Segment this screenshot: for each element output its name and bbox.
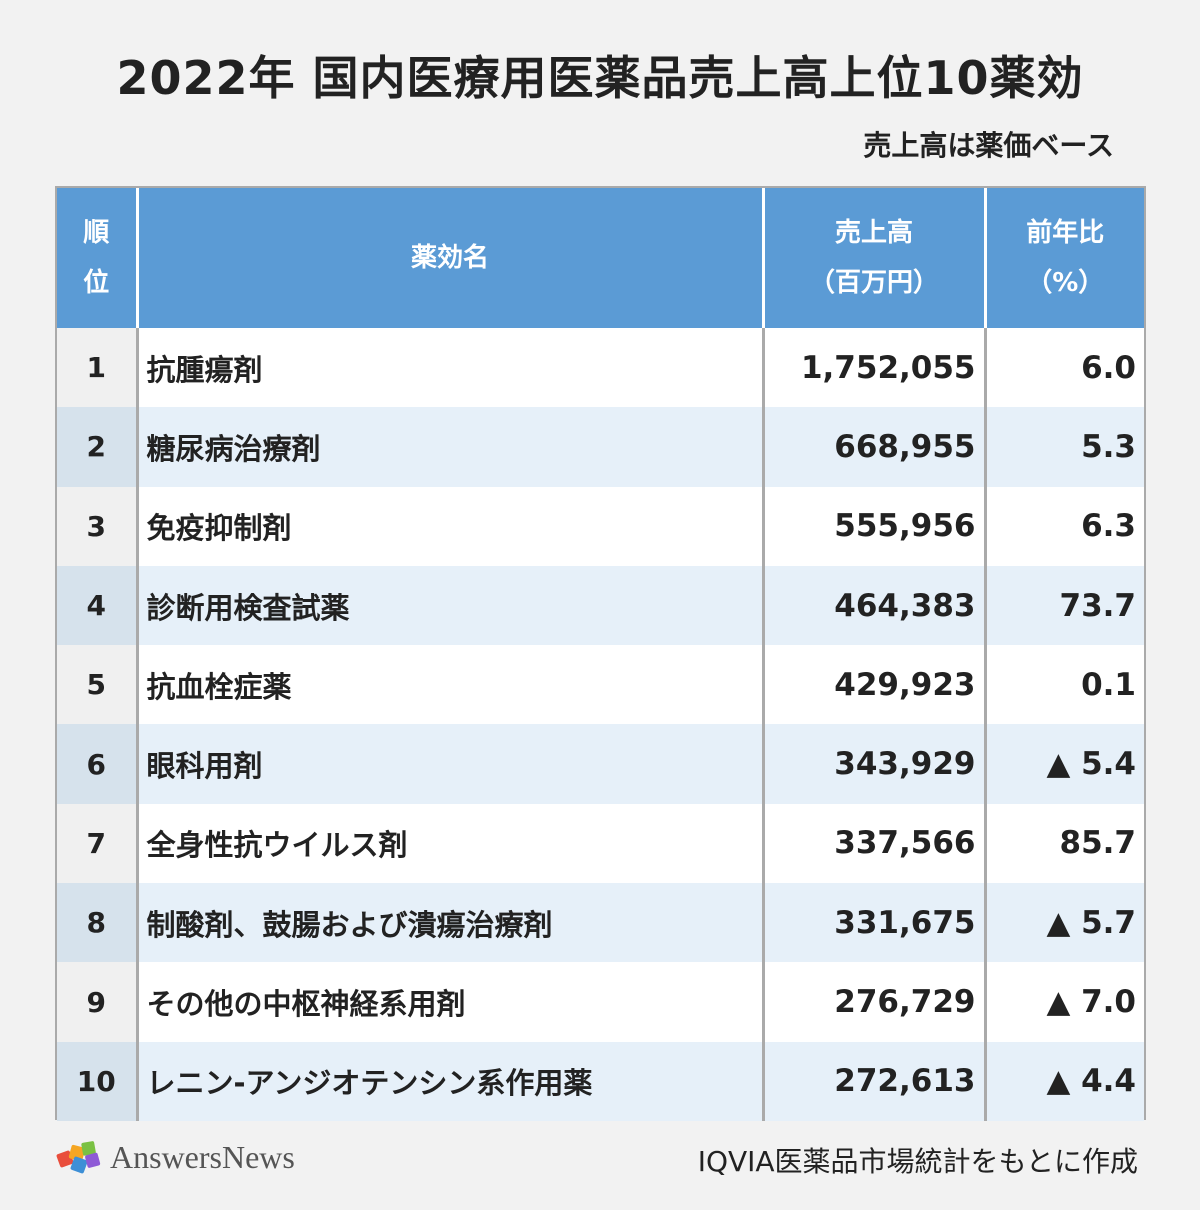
- row-sales: 1,752,055: [763, 328, 987, 408]
- row-change: 85.7: [1059, 825, 1137, 862]
- row-name: 抗腫瘍剤: [137, 328, 765, 408]
- table-row: 9 その他の中枢神経系用剤 276,729 ▲ 7.0: [57, 962, 1144, 1042]
- row-sales: 343,929: [763, 724, 987, 804]
- page-title: 2022年 国内医療用医薬品売上高上位10薬効: [116, 51, 1084, 105]
- row-rank: 3: [57, 486, 139, 566]
- header-rank-line2: 位: [83, 268, 110, 298]
- row-sales: 555,956: [763, 486, 987, 566]
- row-rank: 2: [57, 407, 139, 487]
- row-name: 眼科用剤: [137, 724, 765, 804]
- row-change: ▲ 7.0: [1046, 984, 1136, 1021]
- row-rank: 1: [57, 328, 139, 408]
- header-change: 前年比 （%）: [985, 188, 1144, 328]
- row-rank: 7: [57, 803, 139, 884]
- row-name: 糖尿病治療剤: [137, 407, 765, 487]
- table-row: 3 免疫抑制剤 555,956 6.3: [57, 486, 1144, 566]
- logo-text: AnswersNews: [110, 1138, 295, 1175]
- source-note: IQVIA医薬品市場統計をもとに作成: [697, 1145, 1138, 1178]
- row-rank: 9: [57, 962, 139, 1042]
- table-row: 6 眼科用剤 343,929 ▲ 5.4: [57, 724, 1144, 804]
- row-sales: 272,613: [763, 1041, 987, 1121]
- puzzle-logo-icon: [56, 1141, 101, 1174]
- table-row: 2 糖尿病治療剤 668,955 5.3: [57, 407, 1144, 487]
- header-sales-line1: 売上高: [834, 218, 913, 248]
- row-name: 制酸剤、鼓腸および潰瘍治療剤: [137, 883, 765, 963]
- row-change: ▲ 5.4: [985, 724, 1144, 804]
- row-change: ▲ 5.7: [985, 883, 1144, 963]
- row-change: 73.7: [985, 565, 1144, 646]
- header-change-line1: 前年比: [1026, 218, 1105, 248]
- row-name: 抗血栓症薬: [137, 645, 765, 725]
- row-sales: 331,675: [763, 883, 987, 963]
- row-rank: 6: [57, 724, 139, 804]
- header-rank-line1: 順: [83, 218, 110, 248]
- row-change: ▲ 4.4: [985, 1041, 1144, 1121]
- row-sales: 668,955: [763, 407, 987, 487]
- header-sales-line2: （百万円）: [808, 268, 939, 298]
- header-name: 薬効名: [137, 188, 765, 328]
- row-rank: 10: [57, 1041, 139, 1121]
- header-change-line2: （%）: [1026, 268, 1105, 298]
- table-row: 7 全身性抗ウイルス剤 337,566 85.7: [57, 803, 1144, 884]
- row-name: その他の中枢神経系用剤: [137, 962, 765, 1042]
- table-row: 10 レニン-アンジオテンシン系作用薬 272,613 ▲ 4.4: [57, 1041, 1144, 1121]
- row-sales: 464,383: [763, 565, 987, 646]
- row-sales: 276,729: [763, 962, 987, 1042]
- row-name: 全身性抗ウイルス剤: [137, 803, 765, 884]
- table-row: 1 抗腫瘍剤 1,752,055 6.0: [57, 328, 1144, 408]
- ranking-table: 順 位 薬効名 売上高 （百万円） 前年比 （%） 1 抗腫瘍剤 1,752,0…: [55, 186, 1146, 1121]
- row-name: レニン-アンジオテンシン系作用薬: [137, 1041, 765, 1121]
- page-subtitle: 売上高は薬価ベース: [863, 129, 1114, 162]
- row-sales: 337,566: [763, 803, 987, 884]
- table-header-row: 順 位 薬効名 売上高 （百万円） 前年比 （%）: [57, 188, 1144, 328]
- row-change: 5.3: [985, 407, 1144, 487]
- table-row: 8 制酸剤、鼓腸および潰瘍治療剤 331,675 ▲ 5.7: [57, 883, 1144, 963]
- row-name: 診断用検査試薬: [137, 565, 765, 646]
- table-row: 5 抗血栓症薬 429,923 0.1: [57, 645, 1144, 725]
- row-rank: 8: [57, 883, 139, 963]
- row-rank: 4: [57, 565, 139, 646]
- row-change: 6.3: [1081, 508, 1136, 545]
- answersnews-logo: AnswersNews: [56, 1137, 295, 1177]
- row-sales: 429,923: [763, 645, 987, 725]
- row-change: 0.1: [1081, 666, 1136, 703]
- table-row: 4 診断用検査試薬 464,383 73.7: [57, 565, 1144, 646]
- header-sales: 売上高 （百万円）: [763, 188, 987, 328]
- header-rank: 順 位: [57, 188, 139, 328]
- row-name: 免疫抑制剤: [137, 486, 765, 566]
- row-rank: 5: [57, 645, 139, 725]
- row-change: 6.0: [1081, 349, 1136, 386]
